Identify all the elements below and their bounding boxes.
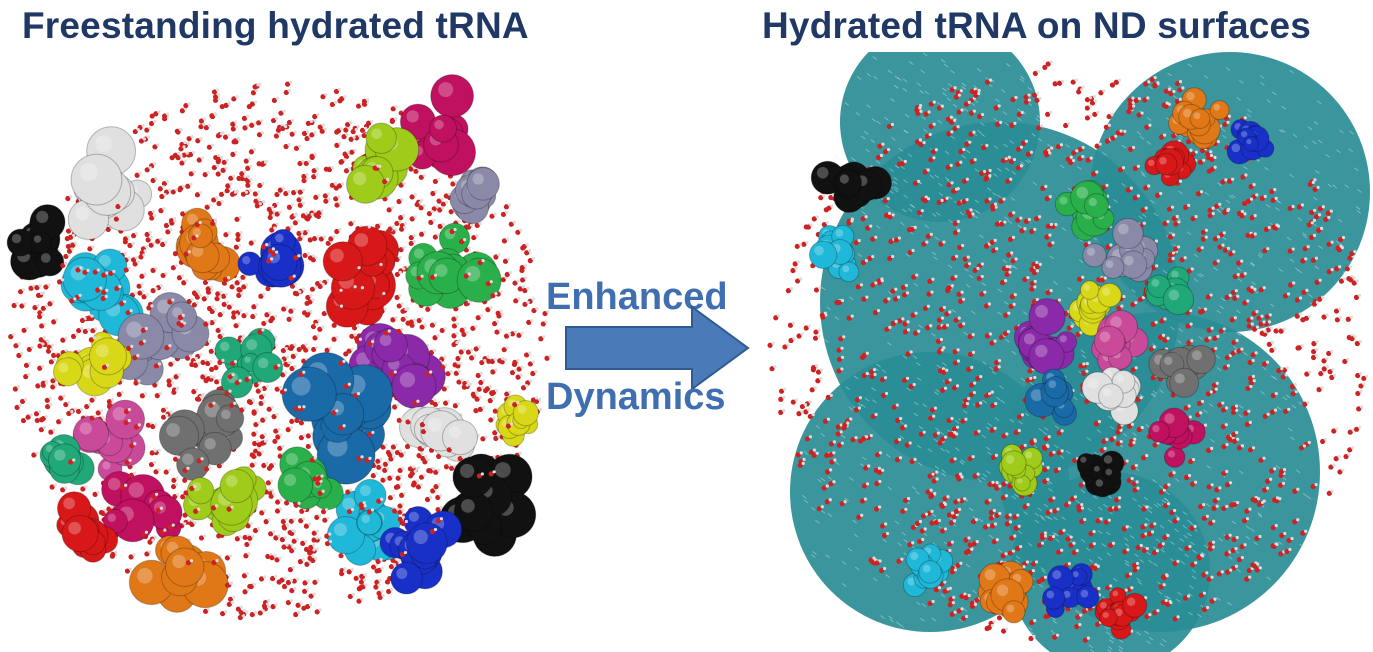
nucleotide-blob [1094,587,1148,640]
arrow-label-dynamics: Dynamics [546,376,726,418]
nucleotide-blob [1091,310,1149,375]
nucleotide-blob [1148,344,1216,398]
nucleotide-blob [214,327,284,399]
nucleotide-blob [101,470,183,543]
right-panel-title: Hydrated tRNA on ND surfaces [762,5,1312,46]
nucleotide-blob [1144,266,1195,316]
nucleotide-blob [6,204,66,281]
nucleotide-blob [322,225,400,328]
nucleotide-blob [1042,563,1100,619]
nucleotide-blob [1054,180,1115,241]
nucleotide-blob [399,74,476,177]
nucleotide-blob [346,122,420,204]
nucleotide-blob [977,560,1034,624]
nucleotide-blob [128,535,229,613]
nucleotide-blob [1148,407,1206,468]
water-molecules [48,123,520,594]
nucleotide-blob [495,394,539,447]
nucleotide-blob [175,207,241,283]
freestanding-trna-render [0,62,580,652]
nucleotide-blob [399,406,478,462]
nucleotide-blob [439,453,537,557]
nucleotide-blob [1226,119,1275,165]
nucleotide-blob [449,166,500,225]
nucleotide-blob [379,506,463,595]
nucleotide-blob [1144,140,1197,187]
freestanding-trna-image [6,74,552,621]
nucleotide-blob [67,126,153,241]
nucleotide-blob [72,399,146,482]
trna-on-nanodiamond-image [767,52,1370,652]
nucleotide-blob [808,224,860,283]
nucleotide-blob [1082,217,1159,283]
nucleotide-blob [1068,280,1122,337]
nucleotide-blob [1076,450,1125,498]
nucleotide-blob [998,443,1044,497]
nucleotide-blob [39,434,95,486]
trna-on-nanodiamond-render [740,52,1373,652]
nucleotide-blob [1024,368,1077,426]
nucleotide-blob [902,543,954,598]
left-panel-title: Freestanding hydrated tRNA [22,5,529,46]
nucleotide-blob [1081,366,1142,426]
nucleotide-blob [810,160,893,213]
nucleotide-blob [1167,87,1230,150]
nucleotide-blob [56,491,119,563]
right-arrow-icon [565,305,750,391]
